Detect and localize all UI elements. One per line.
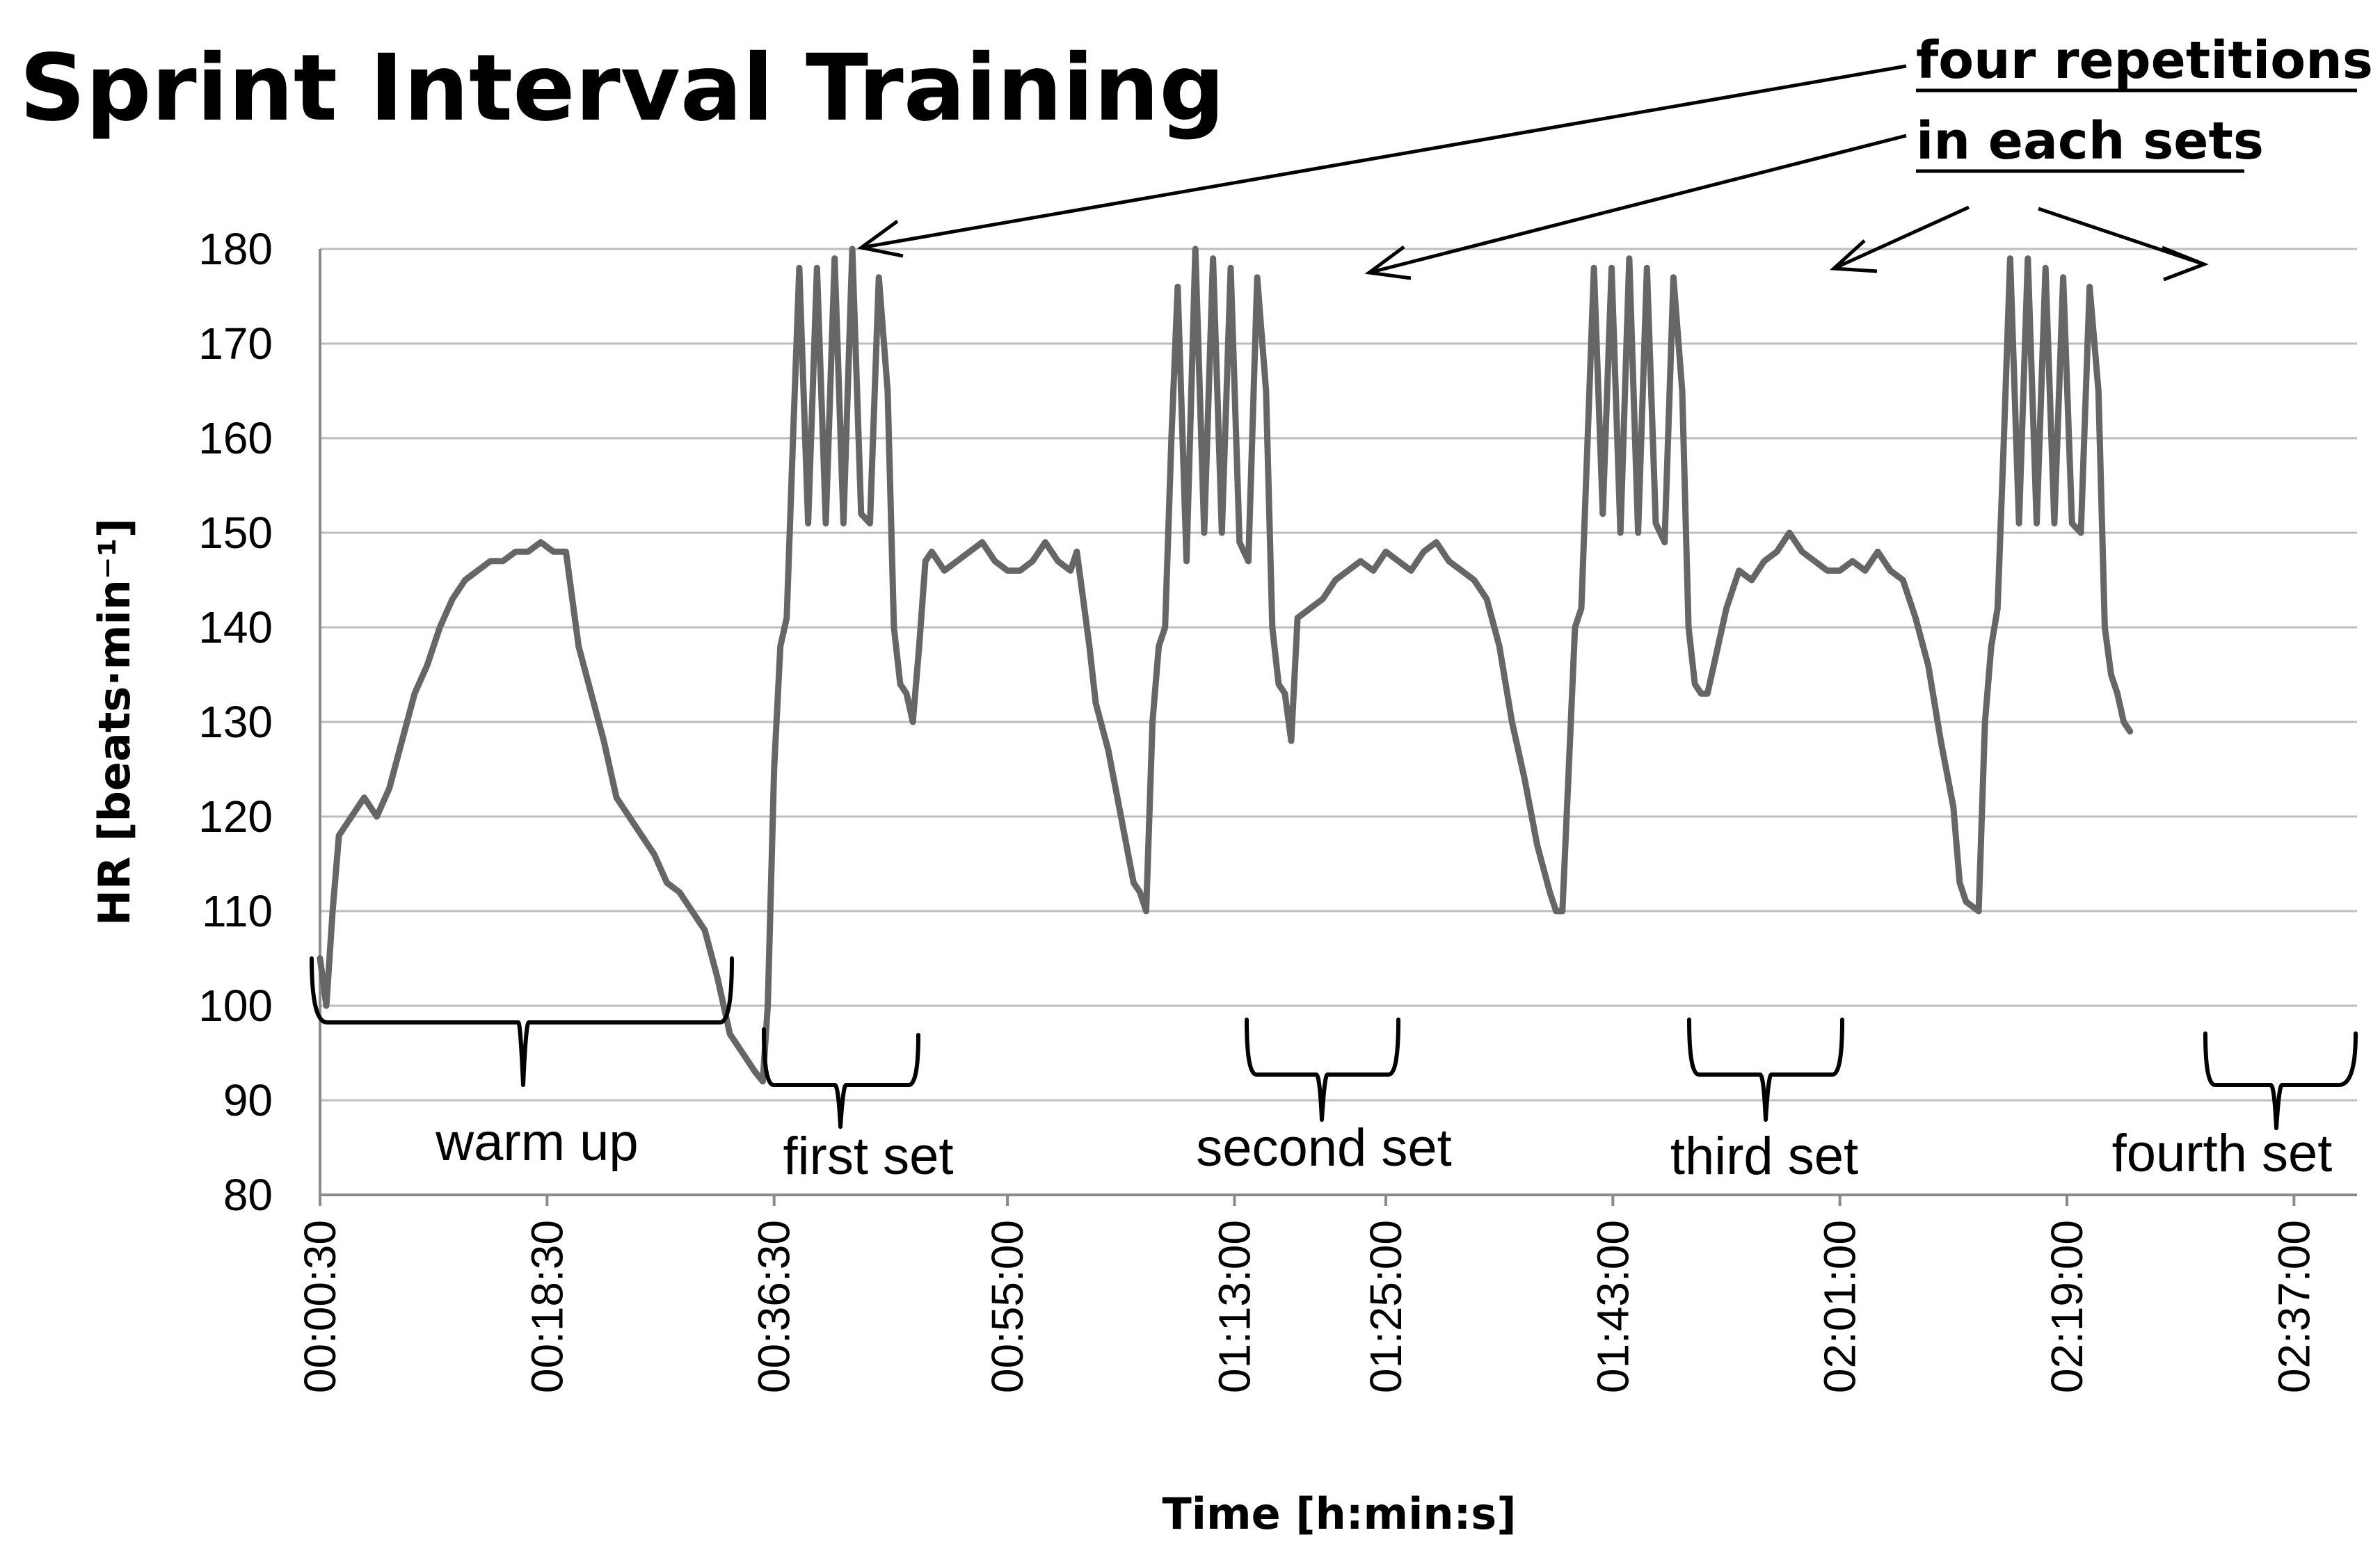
x-tick-label: 02:19:00 [2042,1220,2092,1393]
brace-third-set [1687,1018,1844,1122]
label-first-set: first set [783,1127,954,1186]
y-tick-label: 110 [202,886,273,936]
x-tick-label: 00:55:00 [982,1220,1032,1393]
x-tick-labels: 00:00:30 00:18:30 00:36:30 00:55:00 01:13:00… [295,1195,2319,1393]
x-tick-label: 01:25:00 [1361,1220,1411,1393]
phase-braces [310,956,2358,1130]
brace-fourth-set [2203,1031,2358,1130]
y-tick-label: 150 [198,508,273,558]
y-tick-label: 170 [198,319,273,369]
annotation-in-each-sets: in each sets [1916,111,2264,171]
brace-second-set [1245,1018,1400,1122]
y-tick-label: 80 [223,1170,273,1220]
y-tick-labels: 80 90 100 110 120 130 140 150 160 170 180 [198,224,273,1220]
y-tick-label: 140 [198,602,273,652]
brace-warm-up [310,956,734,1087]
x-tick-label: 01:43:00 [1588,1220,1638,1393]
y-tick-label: 180 [198,224,273,274]
x-tick-label: 01:13:00 [1209,1220,1259,1393]
annotation-four-repetitions: four repetitions [1916,31,2373,90]
repetition-arrows [856,64,2209,282]
label-warm-up: warm up [435,1113,638,1172]
y-tick-label: 160 [198,413,273,463]
y-tick-label: 100 [198,981,273,1031]
x-axis-label: Time [h:min:s] [1162,1488,1516,1539]
x-tick-label: 00:00:30 [295,1220,345,1393]
label-fourth-set: fourth set [2112,1124,2333,1183]
x-tick-label: 00:18:30 [522,1220,572,1393]
heart-rate-series-line [317,246,2134,1085]
y-tick-label: 120 [198,791,273,842]
label-third-set: third set [1670,1127,1858,1186]
y-tick-label: 130 [198,697,273,747]
y-axis-label: HR [beats·min⁻¹] [89,518,140,926]
x-tick-label: 00:36:30 [749,1220,799,1393]
label-second-set: second set [1196,1118,1452,1178]
y-tick-label: 90 [223,1075,273,1125]
x-tick-label: 02:01:00 [1815,1220,1865,1393]
chart-title: Sprint Interval Training [19,35,1225,142]
x-tick-label: 02:37:00 [2269,1220,2319,1393]
gridlines [320,248,2357,1102]
brace-first-set [762,1027,920,1129]
